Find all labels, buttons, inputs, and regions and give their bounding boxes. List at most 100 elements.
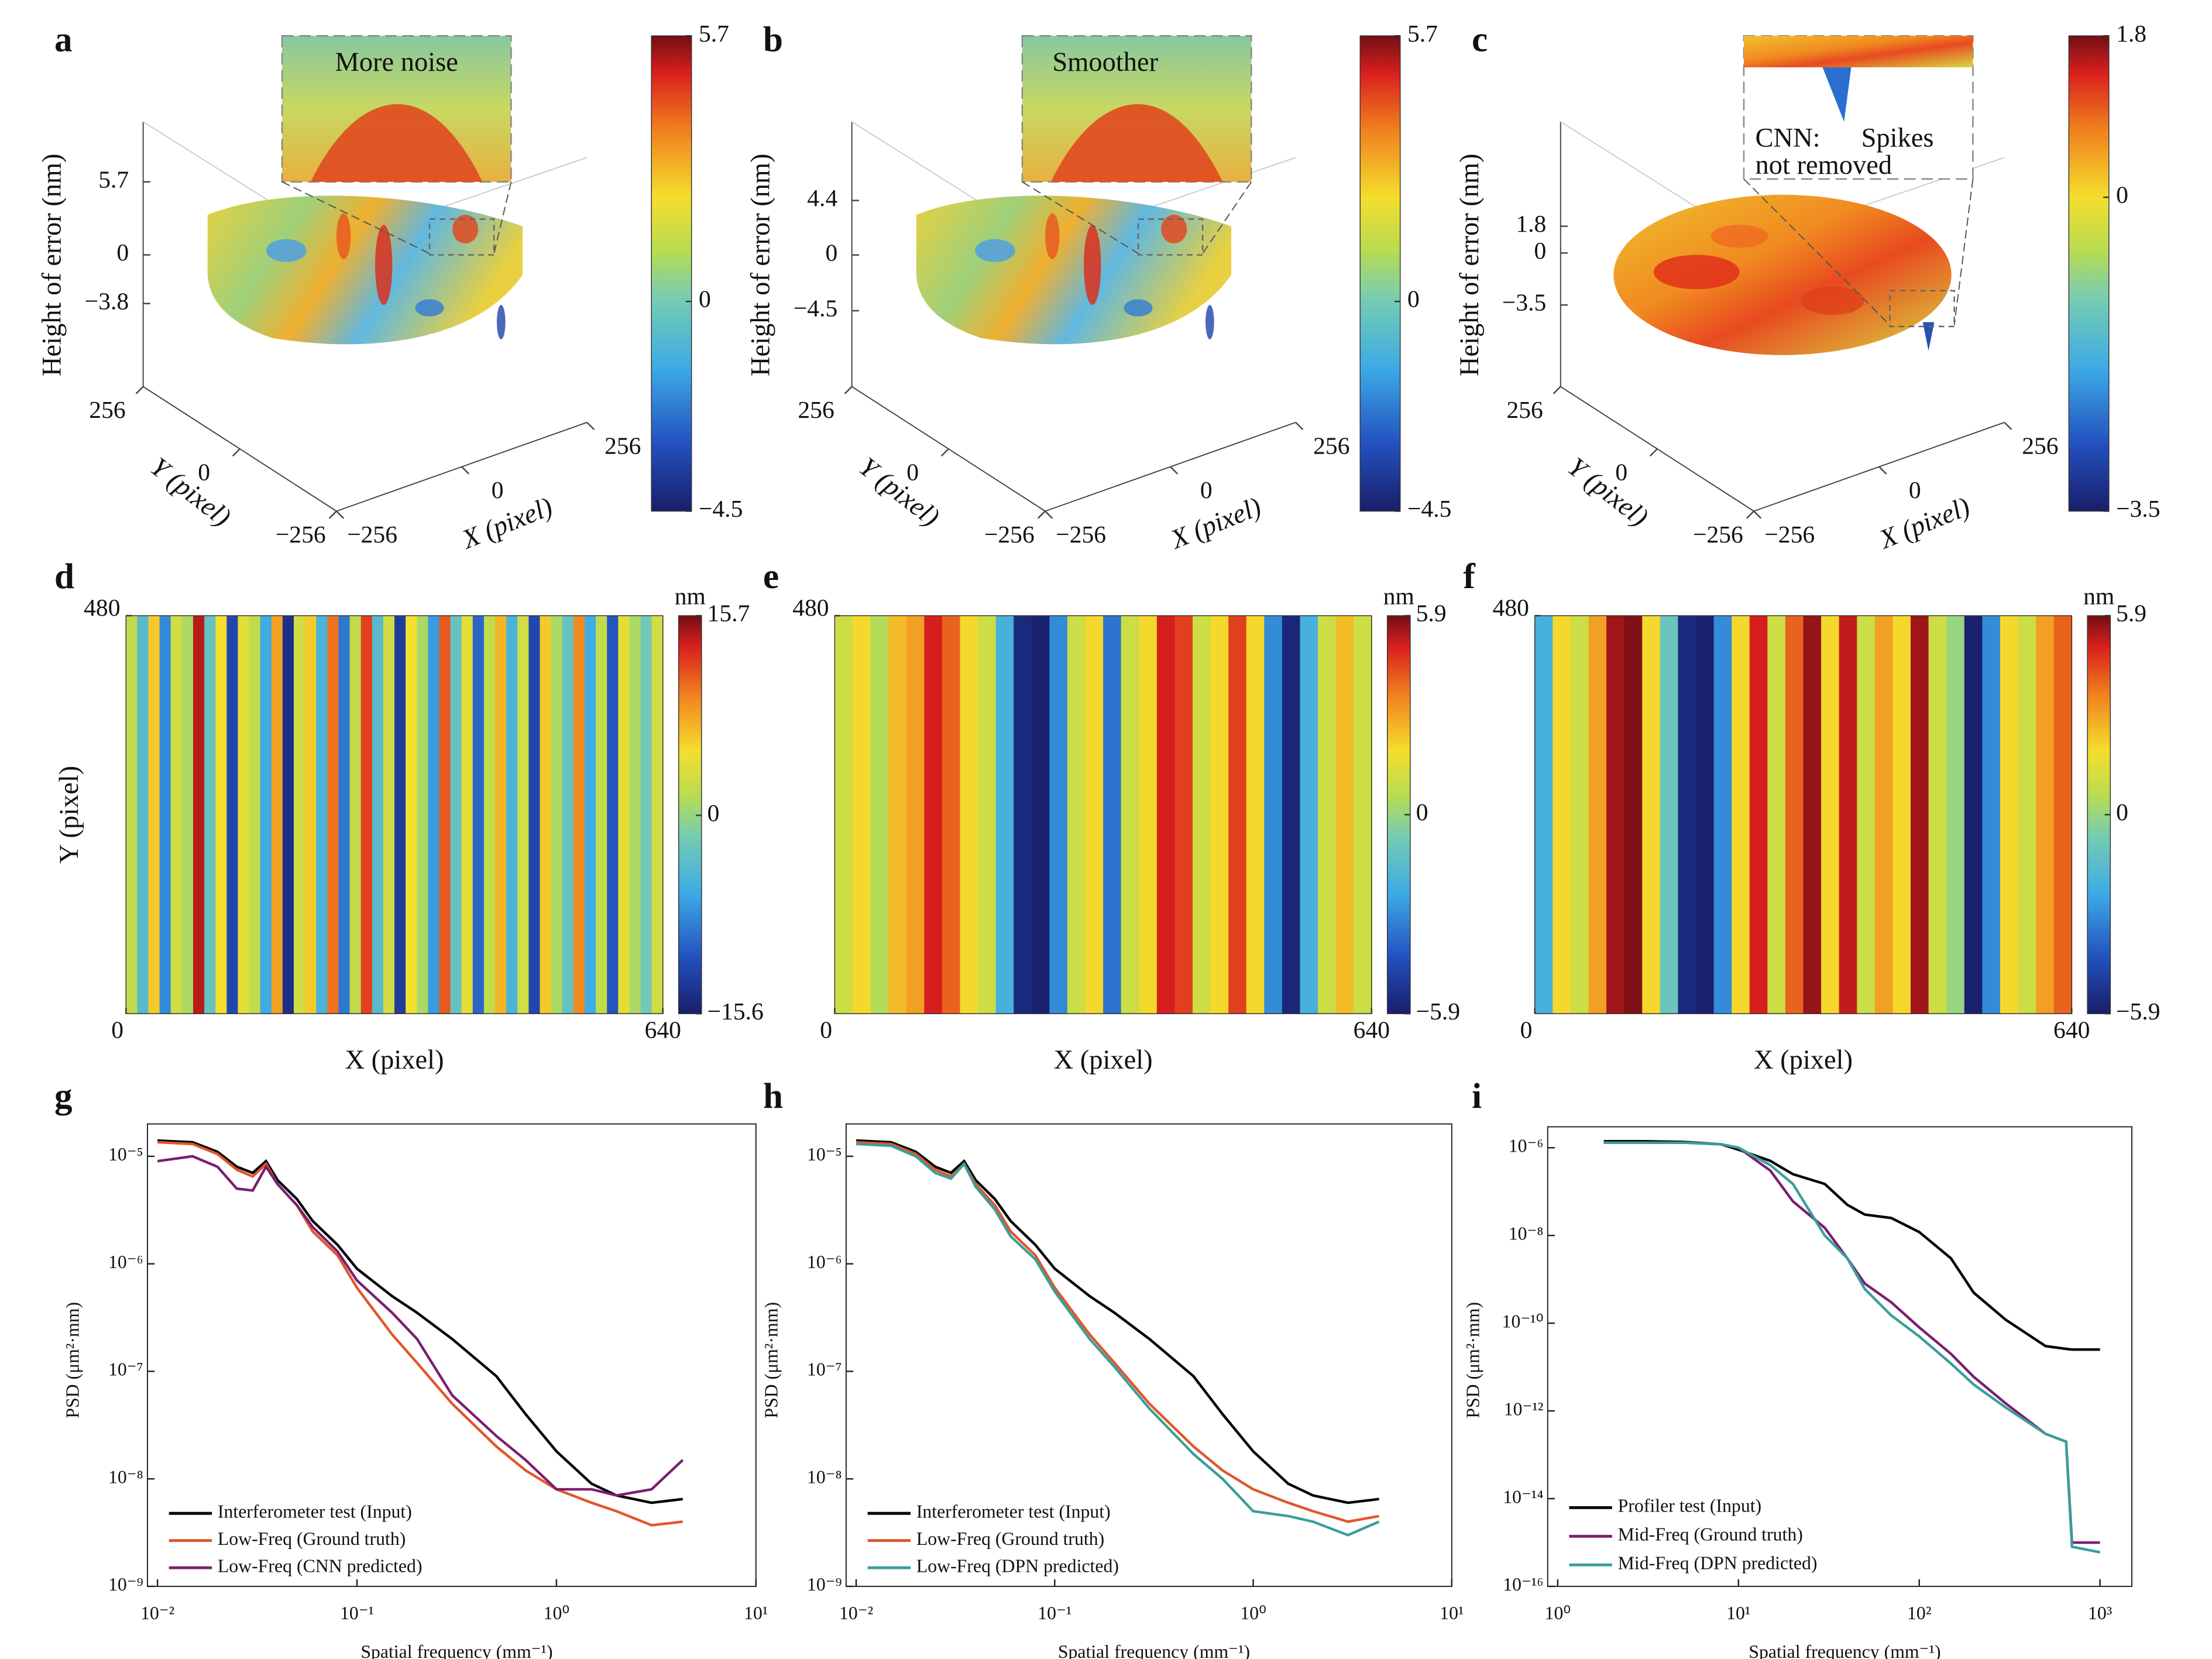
panel-label: e <box>763 557 779 596</box>
y-tick-label: −256 <box>276 521 326 548</box>
x-tick <box>1045 510 1053 519</box>
z-axis-label: Height of error (nm) <box>1455 153 1485 376</box>
heatmap-column <box>1588 616 1608 1014</box>
zoom-box <box>1889 290 1955 328</box>
heatmap-column <box>1678 616 1696 1014</box>
surface <box>1613 194 1952 355</box>
y-tick <box>1037 510 1046 519</box>
series-line <box>1603 1141 2101 1554</box>
heatmap-column <box>573 616 585 1014</box>
y-tick-label: 0 <box>198 459 210 486</box>
x-tick <box>1170 466 1179 475</box>
heatmap-column <box>1014 616 1032 1014</box>
x-tick-label: 640 <box>645 1016 681 1043</box>
heatmap-column <box>1874 616 1894 1014</box>
heatmap-column <box>1139 616 1157 1014</box>
heatmap-column <box>148 616 160 1014</box>
heatmap-column <box>852 616 871 1014</box>
y-tick-label: 10⁻¹² <box>1504 1399 1544 1419</box>
colorbar-tick-label: 0 <box>2116 799 2128 826</box>
x-tick-label: 0 <box>1909 476 1921 503</box>
surface <box>207 195 523 345</box>
heatmap-column <box>450 616 462 1014</box>
y-tick-label: 10⁻⁷ <box>108 1359 143 1380</box>
heatmap-column <box>596 616 608 1014</box>
heatmap-column <box>506 616 518 1014</box>
y-tick-label: 10⁻⁸ <box>807 1466 842 1487</box>
panel-label: b <box>763 19 783 59</box>
y-tick <box>232 448 241 457</box>
heatmap-column <box>249 616 261 1014</box>
surface-feature <box>1801 286 1864 315</box>
x-axis-label: X (pixel) <box>1054 1045 1153 1075</box>
y-axis-label: Y (pixel) <box>145 452 236 533</box>
x-tick-label: 10⁻² <box>839 1603 873 1623</box>
surface-feature <box>1710 225 1768 248</box>
series-line <box>157 1141 683 1527</box>
z-tick-label: 4.4 <box>807 184 837 211</box>
annotation: More noise <box>335 47 458 77</box>
x-tick <box>1753 510 1762 519</box>
colorbar-tick-label: −3.5 <box>2116 495 2160 522</box>
plot-frame <box>1547 1126 2132 1587</box>
x-tick-label: 10¹ <box>1440 1603 1464 1623</box>
colorbar-tick-label: 5.9 <box>2116 600 2146 627</box>
plot-frame <box>845 1123 1452 1587</box>
x-axis-label: X (pixel) <box>1166 492 1265 555</box>
heatmap-column <box>1767 616 1786 1014</box>
zoom-link <box>1743 178 1891 326</box>
x-tick-label: 10² <box>1907 1603 1931 1623</box>
inset-surface <box>1743 36 1973 68</box>
colorbar-tick-label: 1.8 <box>2116 20 2146 47</box>
heatmap-column <box>215 616 228 1014</box>
heatmap-column <box>2053 616 2073 1014</box>
heatmap-column <box>640 616 652 1014</box>
heatmap-column <box>495 616 507 1014</box>
x-tick <box>1295 421 1304 430</box>
x-tick-label: 256 <box>1313 432 1349 459</box>
colorbar-tick-label: 15.7 <box>707 600 750 627</box>
heatmap-column <box>316 616 328 1014</box>
heatmap-column <box>942 616 961 1014</box>
x-tick-label: 10⁻¹ <box>1038 1603 1071 1623</box>
heatmap-column <box>1606 616 1625 1014</box>
heatmap-column <box>1193 616 1211 1014</box>
z-tick-label: −3.8 <box>85 287 129 314</box>
series-line <box>157 1155 684 1497</box>
x-tick-label: 0 <box>1200 476 1213 503</box>
heatmap-column <box>1964 616 1983 1014</box>
colorbar <box>651 35 692 512</box>
inset-spike <box>1822 67 1852 122</box>
zoom-box <box>428 218 495 256</box>
heatmap-column <box>406 616 418 1014</box>
zoom-link <box>1202 181 1252 254</box>
panel-label: a <box>54 19 73 59</box>
heatmap-column <box>1696 616 1715 1014</box>
series-line <box>856 1142 1380 1537</box>
surface-feature <box>496 305 506 339</box>
colorbar-tick-label: 5.7 <box>1407 20 1438 47</box>
heatmap-column <box>1121 616 1140 1014</box>
x-tick-label: 10⁰ <box>1545 1603 1571 1623</box>
heatmap-column <box>528 616 541 1014</box>
zoom-box <box>1137 218 1204 256</box>
x-tick <box>336 510 345 519</box>
heatmap-column <box>417 616 429 1014</box>
heatmap-column <box>1570 616 1589 1014</box>
y-tick-label: 480 <box>84 594 120 621</box>
y-tick <box>1649 448 1658 457</box>
y-tick-label: 10⁻⁹ <box>807 1574 842 1595</box>
legend-label: Interferometer test (Input) <box>218 1501 412 1521</box>
heatmap-column <box>1049 616 1068 1014</box>
colorbar <box>1359 35 1401 512</box>
x-tick-label: 640 <box>1354 1016 1390 1043</box>
x-axis-label: Spatial frequency (mm⁻¹) <box>1058 1641 1250 1659</box>
heatmap-column <box>372 616 384 1014</box>
y-tick <box>1552 386 1561 394</box>
heatmap-column <box>394 616 407 1014</box>
x-tick-label: 10⁻¹ <box>340 1603 374 1623</box>
heatmap-column <box>1946 616 1965 1014</box>
y-tick <box>844 386 853 394</box>
y-axis-label: Y (pixel) <box>1562 452 1653 533</box>
